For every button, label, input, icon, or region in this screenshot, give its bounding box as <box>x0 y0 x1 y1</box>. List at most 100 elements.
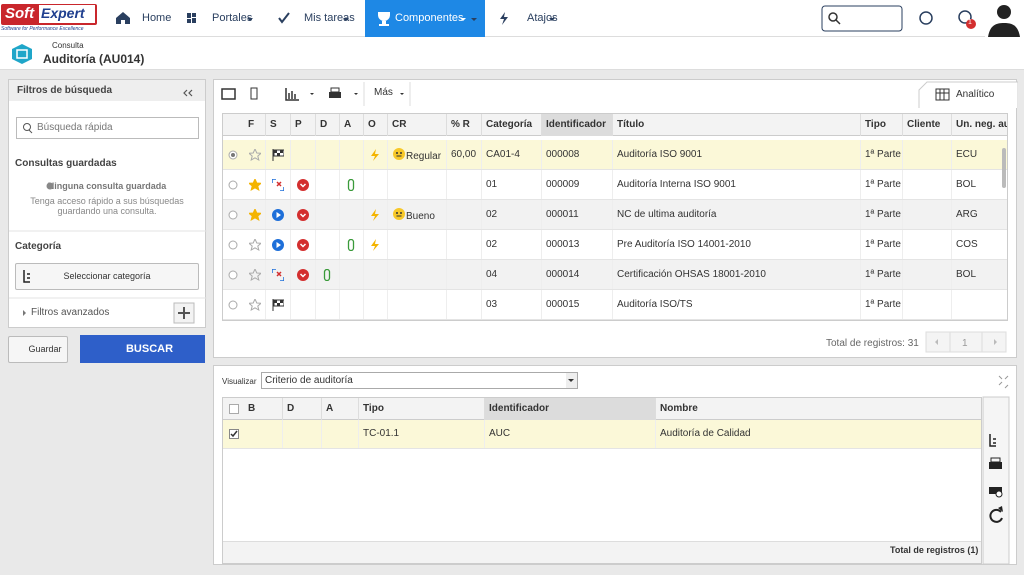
cell <box>952 290 1007 319</box>
shape <box>280 150 283 153</box>
checkbox[interactable] <box>229 429 239 439</box>
nav-item[interactable]: Atajos <box>527 12 558 24</box>
cell <box>291 230 316 259</box>
category-button[interactable]: Seleccionar categoría <box>15 263 199 290</box>
notification-count: 1 <box>968 19 972 26</box>
cell <box>447 230 482 259</box>
cell <box>861 170 903 199</box>
grid-row: 04 000014 Certificación OHSAS 18001-2010 1ª… <box>223 260 1007 290</box>
shape <box>935 88 950 101</box>
cell <box>613 140 861 169</box>
shape <box>396 152 398 154</box>
shape <box>23 270 30 283</box>
tab[interactable]: Analítico <box>956 89 995 100</box>
cell <box>340 170 364 199</box>
shape <box>187 13 191 18</box>
shape <box>835 19 841 25</box>
shape <box>276 271 282 277</box>
shape <box>400 152 402 154</box>
shape <box>276 242 281 248</box>
cell <box>613 170 861 199</box>
sidebar-icons <box>9 89 207 324</box>
nav-item[interactable]: Mis tareas <box>304 12 355 24</box>
cell <box>316 140 340 169</box>
shape <box>249 209 261 221</box>
radio[interactable] <box>228 240 238 250</box>
icon-red <box>297 269 309 281</box>
cell <box>613 260 861 289</box>
cell <box>266 140 291 169</box>
advanced-filters[interactable]: Filtros avanzados <box>31 307 110 318</box>
cell <box>316 290 340 319</box>
grid-row: 01 000009 Auditoría Interna ISO 9001 1ª Par… <box>223 170 1007 200</box>
shape <box>228 210 238 220</box>
quick-search[interactable]: Búsqueda rápida <box>16 117 199 139</box>
radio[interactable] <box>228 210 238 220</box>
icon-red <box>297 239 309 251</box>
criteria-select[interactable]: Criterio de auditoría <box>261 372 578 389</box>
cell <box>482 140 542 169</box>
cell <box>340 260 364 289</box>
cell <box>613 290 861 319</box>
shape <box>178 307 190 319</box>
cell-text: 1ª Parte <box>865 149 901 160</box>
grid-row: 02 000013 Pre Auditoría ISO 14001-2010 1ª P… <box>223 230 1007 260</box>
icon-star <box>249 209 261 221</box>
icon-bolt <box>371 239 379 251</box>
cell <box>542 140 613 169</box>
nav-item[interactable]: Portales <box>212 12 253 24</box>
radio[interactable] <box>228 150 238 160</box>
checkbox[interactable] <box>229 404 239 414</box>
cell <box>316 200 340 229</box>
radio[interactable] <box>228 180 238 190</box>
column-header: Tipo <box>359 398 485 420</box>
shape <box>230 430 238 438</box>
radio[interactable] <box>228 270 238 280</box>
cell-text: ARG <box>956 209 978 220</box>
grid-panel: Más Analítico F S P D A O CR% R Categoría Identi… <box>213 79 1018 358</box>
shape <box>299 183 307 188</box>
detail-total: Total de registros (1) <box>890 545 979 555</box>
detail-row: TC-01.1 AUC Auditoría de Calidad <box>223 420 981 449</box>
shape <box>297 269 309 281</box>
more-menu[interactable]: Más <box>374 87 393 98</box>
logo-text: Soft <box>5 5 35 22</box>
page-number: 1 <box>962 338 968 349</box>
nav-item[interactable]: Home <box>142 12 172 24</box>
page-header: Consulta Auditoría (AU014) <box>0 37 1024 70</box>
cell <box>244 140 266 169</box>
cell-text: Auditoría ISO/TS <box>617 299 693 310</box>
v-scrollbar <box>1002 148 1006 188</box>
shape <box>936 89 949 100</box>
section-title: Consultas guardadas <box>15 158 117 169</box>
cell <box>340 200 364 229</box>
cell <box>542 290 613 319</box>
radio[interactable] <box>228 300 238 310</box>
shape <box>183 89 193 97</box>
column-header: O <box>364 114 388 136</box>
cell <box>364 290 388 319</box>
cell <box>291 260 316 289</box>
icon-clip <box>347 239 355 251</box>
tagline: Software for Performance Excellence <box>1 26 84 32</box>
detail-icons <box>566 373 1010 565</box>
column-header: S <box>266 114 291 136</box>
cell <box>283 420 322 448</box>
column-header: Un. neg. au <box>952 114 1007 136</box>
icon-red <box>297 209 309 221</box>
shape <box>250 87 258 100</box>
cell <box>291 200 316 229</box>
shape <box>371 209 379 221</box>
shape <box>821 5 903 32</box>
cell-text: 000009 <box>546 179 580 190</box>
cell-text: Certificación OHSAS 18001-2010 <box>617 269 766 280</box>
save-button[interactable]: Guardar <box>8 336 68 363</box>
search-button[interactable]: BUSCAR <box>80 335 205 363</box>
shape <box>192 13 196 17</box>
cell-text: 000014 <box>546 269 580 280</box>
cell <box>244 200 266 229</box>
shape <box>249 269 261 281</box>
shape <box>277 153 280 156</box>
shape <box>299 273 307 278</box>
